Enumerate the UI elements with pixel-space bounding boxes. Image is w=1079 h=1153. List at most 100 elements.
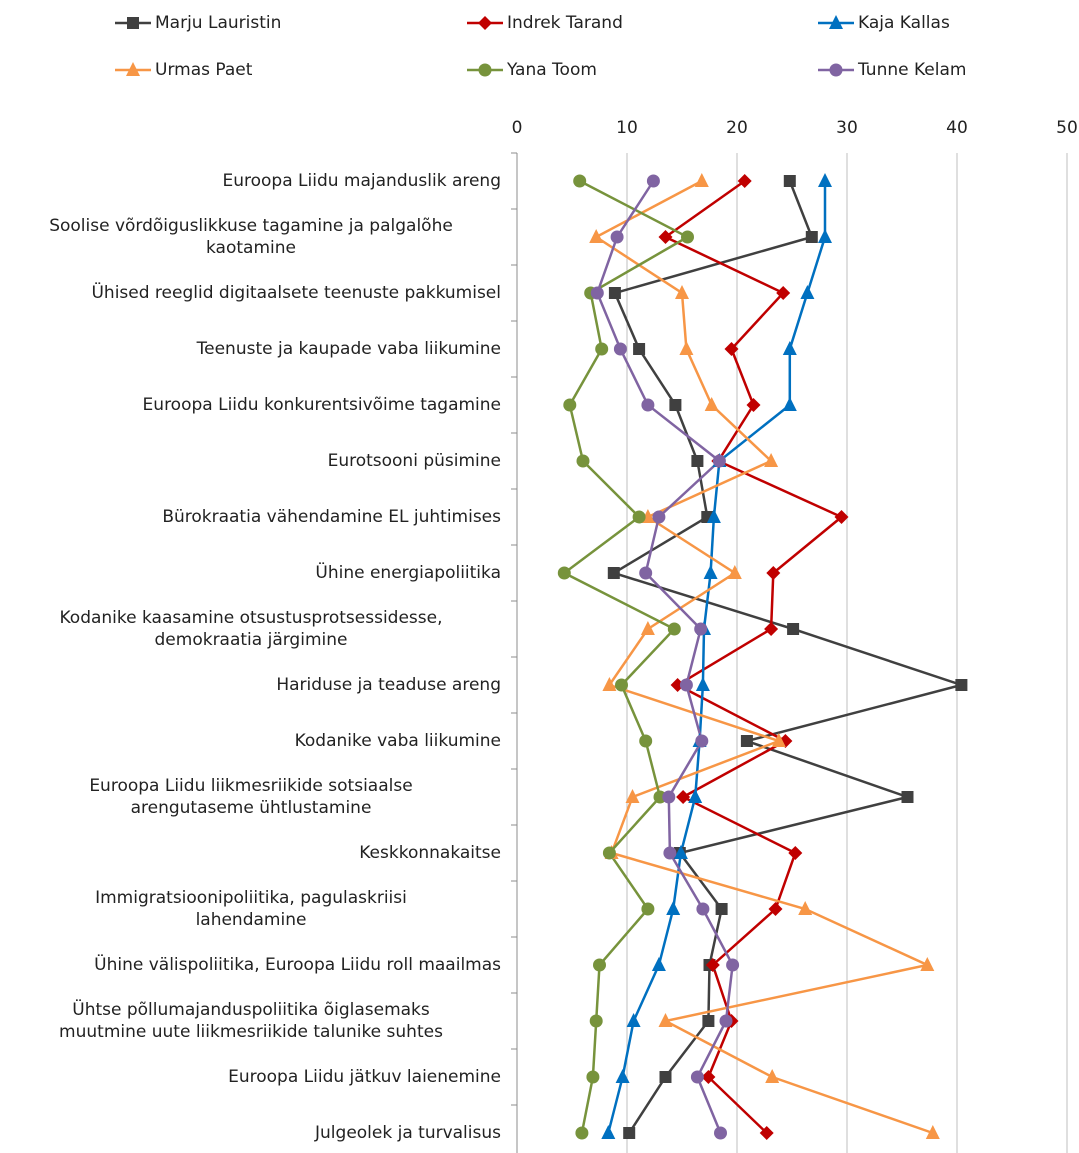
data-point [690,1070,704,1084]
legend-label: Indrek Tarand [507,13,623,33]
series-line [663,179,844,1134]
data-point [573,174,587,188]
data-point [726,958,740,972]
data-point [625,789,640,803]
y-tick-label: Teenuste ja kaupade vaba liikumine [196,339,501,359]
data-point [704,397,719,411]
data-point [675,285,689,299]
data-point [676,790,691,804]
legend-label: Yana Toom [506,60,597,80]
data-point [652,510,666,524]
legend-label: Tunne Kelam [857,60,966,80]
data-point [955,679,968,691]
y-tick-label: Euroopa Liidu jätkuv laienemine [228,1067,501,1087]
data-point [724,342,739,356]
series-line [595,180,734,1134]
data-point [901,791,914,803]
x-tick-label: 40 [946,118,968,138]
y-tick-label: Euroopa Liidu liikmesriikide sotsiaalse … [89,776,413,818]
data-point [615,678,628,692]
data-point [658,1013,673,1027]
legend-label: Marju Lauristin [155,13,281,33]
data-point [632,510,646,524]
data-point [818,173,832,187]
y-tick-label: Julgeolek ja turvalisus [315,1123,501,1143]
x-tick-label: 30 [836,118,858,138]
legend-marker [829,63,843,77]
legend-label: Urmas Paet [155,60,253,80]
data-point [646,174,660,188]
y-tick-label: Kodanike vaba liikumine [294,731,501,751]
data-point [602,846,616,860]
data-point [719,1014,733,1028]
data-point [782,341,797,355]
legend-marker [478,63,492,77]
data-point [818,229,832,243]
data-point [651,957,666,971]
data-point [925,1125,940,1139]
legend-marker [478,16,492,30]
legend-label: Kaja Kallas [858,13,950,33]
data-point [602,677,617,691]
legend-marker [126,62,140,76]
data-point [639,566,653,580]
data-point [601,1125,616,1139]
data-point [694,173,709,187]
data-point [715,903,728,915]
data-point [595,342,609,356]
data-point [589,1014,603,1028]
data-point [771,733,786,747]
data-point [701,1070,716,1084]
data-point [703,565,718,579]
data-point [681,230,694,244]
data-point [610,230,624,244]
series-line [610,180,966,1134]
data-point [800,285,815,299]
data-point [658,230,673,244]
data-point [706,509,721,523]
x-tick-label: 10 [616,118,638,138]
y-tick-label: Keskkonnakaitse [359,843,501,863]
data-point [805,231,818,243]
y-tick-label: Hariduse ja teaduse areng [276,675,501,695]
data-point [759,1126,774,1140]
data-point [607,567,620,579]
data-point [764,622,779,636]
data-point [575,1126,589,1140]
x-tick-label: 20 [726,118,748,138]
data-point [673,845,688,859]
data-point [695,677,710,691]
data-point [688,789,703,803]
series-line [607,181,827,1134]
x-tick-label: 0 [512,118,523,138]
data-point [787,623,800,635]
data-point [740,735,753,747]
data-point [714,1126,727,1140]
y-tick-label: Ühine energiapoliitika [315,563,501,583]
data-point [613,342,627,356]
data-point [563,398,577,412]
data-point [576,454,590,468]
data-point [746,398,761,412]
data-point [727,565,742,579]
series-line [593,179,934,1135]
data-point [586,1070,600,1084]
data-point [589,229,604,243]
data-point [679,341,694,355]
data-point [641,398,655,412]
legend-marker [829,15,843,29]
data-point [615,1069,630,1083]
data-point [920,957,935,971]
data-point [633,343,646,355]
x-tick-label: 50 [1056,118,1078,138]
y-tick-label: Soolise võrdõiguslikkuse tagamine ja pal… [49,216,453,258]
legend-marker [127,17,139,29]
data-point [764,453,779,467]
data-point [695,734,709,748]
y-tick-label: Kodanike kaasamine otsustusprotsessidess… [59,608,443,650]
data-point [679,678,693,692]
data-point [659,1071,672,1083]
data-point [666,901,681,915]
